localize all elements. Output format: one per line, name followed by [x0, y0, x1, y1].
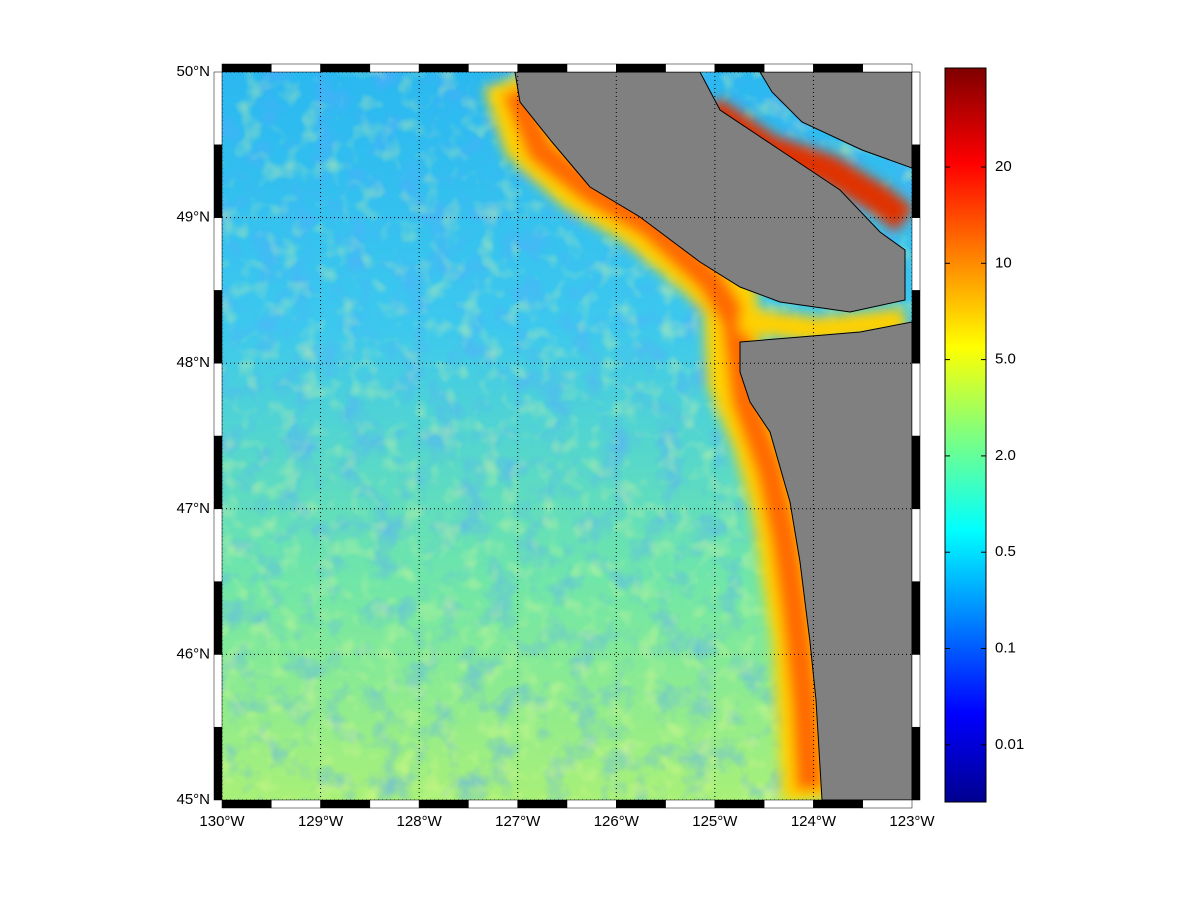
frame-segment	[320, 63, 371, 73]
colorbar-label: 5.0	[995, 351, 1016, 368]
frame-segment	[213, 362, 223, 437]
frame-segment	[213, 435, 223, 510]
lon-tick-label: 130°W	[199, 813, 245, 830]
colorbar-label: 2.0	[995, 447, 1016, 464]
frame-segment	[418, 799, 469, 809]
frame-segment	[213, 217, 223, 291]
frame-segment	[271, 799, 321, 809]
colorbar	[944, 67, 987, 803]
frame-segment	[566, 63, 617, 73]
lat-tick-label: 49°N	[176, 209, 210, 226]
frame-segment	[911, 144, 921, 218]
lon-tick-label: 123°W	[889, 813, 935, 830]
colorbar-label: 0.01	[995, 736, 1024, 753]
frame-segment	[213, 726, 223, 801]
frame-segment	[862, 799, 913, 809]
frame-segment	[813, 799, 863, 809]
frame-segment	[665, 63, 716, 73]
colorbar-label: 20	[995, 158, 1012, 175]
frame-segment	[763, 799, 814, 809]
frame-segment	[911, 435, 921, 510]
colorbar-label: 10	[995, 254, 1012, 271]
lat-tick-label: 47°N	[176, 500, 210, 517]
frame-segment	[213, 508, 223, 582]
frame-segment	[911, 726, 921, 801]
colorbar-label: 0.5	[995, 543, 1016, 560]
frame-segment	[418, 63, 469, 73]
frame-segment	[221, 799, 272, 809]
lon-tick-label: 124°W	[791, 813, 837, 830]
frame-segment	[714, 63, 765, 73]
frame-segment	[517, 799, 568, 809]
lon-tick-label: 126°W	[594, 813, 640, 830]
frame-segment	[213, 581, 223, 655]
colorbar-label: 0.1	[995, 639, 1016, 656]
map-area	[222, 72, 912, 800]
frame-segment	[911, 217, 921, 291]
frame-segment	[911, 654, 921, 728]
frame-segment	[369, 63, 420, 73]
frame-segment	[911, 290, 921, 364]
frame-segment	[213, 654, 223, 728]
frame-segment	[616, 63, 666, 73]
frame-segment	[714, 799, 765, 809]
frame-segment	[911, 362, 921, 437]
frame-segment	[911, 508, 921, 582]
grid	[222, 72, 912, 800]
lat-tick-label: 50°N	[176, 63, 210, 80]
land	[739, 321, 912, 800]
frame-segment	[271, 63, 321, 73]
frame-segment	[566, 799, 617, 809]
frame-segment	[911, 71, 921, 146]
frame-segment	[468, 63, 518, 73]
frame-segment	[911, 581, 921, 655]
frame-segment	[369, 799, 420, 809]
frame-segment	[862, 63, 913, 73]
frame-segment	[616, 799, 666, 809]
frame-segment	[213, 144, 223, 218]
lon-tick-label: 129°W	[298, 813, 344, 830]
land	[514, 72, 906, 313]
lat-tick-label: 46°N	[176, 645, 210, 662]
lat-tick-label: 48°N	[176, 354, 210, 371]
frame-segment	[665, 799, 716, 809]
lat-tick-label: 45°N	[176, 791, 210, 808]
lon-tick-label: 125°W	[692, 813, 738, 830]
frame-segment	[468, 799, 518, 809]
frame-segment	[320, 799, 371, 809]
frame-segment	[763, 63, 814, 73]
frame	[213, 63, 921, 809]
frame-segment	[813, 63, 863, 73]
lon-tick-label: 127°W	[495, 813, 541, 830]
frame-segment	[221, 63, 272, 73]
frame-segment	[213, 71, 223, 146]
frame-segment	[517, 63, 568, 73]
frame-segment	[213, 290, 223, 364]
lon-tick-label: 128°W	[397, 813, 443, 830]
land	[759, 72, 912, 169]
